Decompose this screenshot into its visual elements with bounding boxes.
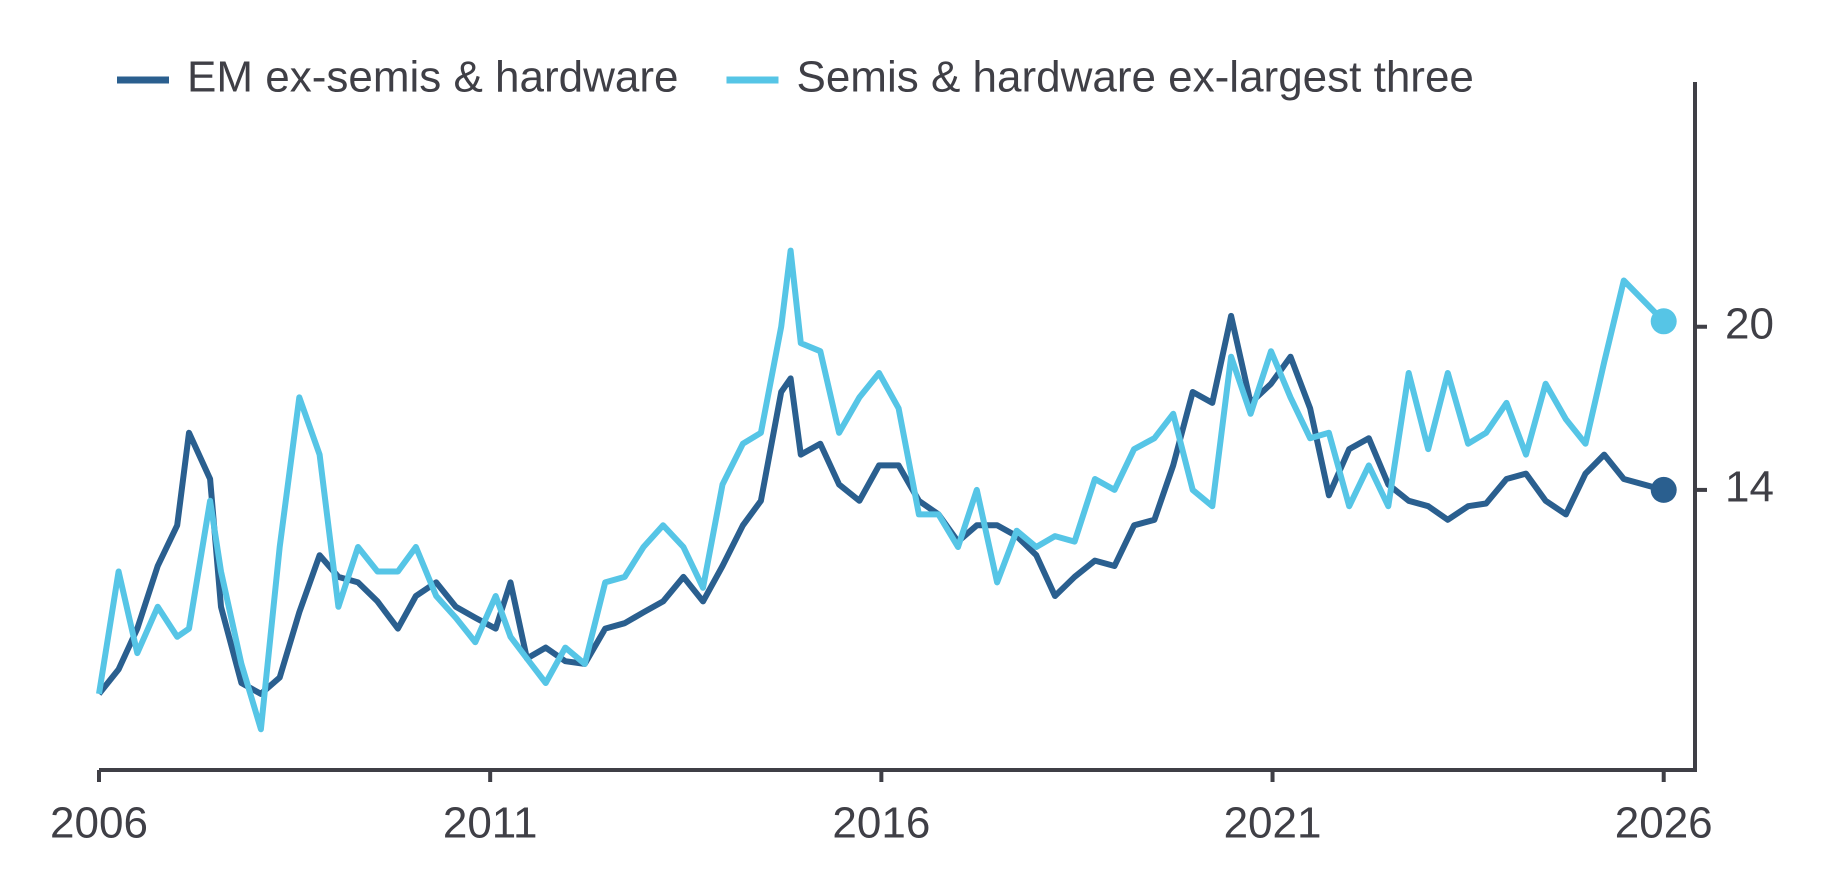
legend-label: EM ex-semis & hardware — [187, 53, 678, 102]
y-tick-label: 14 — [1725, 463, 1774, 512]
legend-label: Semis & hardware ex-largest three — [796, 53, 1473, 102]
x-tick-label: 2006 — [50, 799, 148, 848]
x-tick-label: 2016 — [832, 799, 930, 848]
series-line — [96, 247, 1666, 733]
x-tick-label: 2011 — [443, 799, 538, 848]
y-tick-label: 20 — [1725, 299, 1774, 348]
end-marker — [1650, 476, 1677, 503]
end-marker — [1650, 308, 1677, 335]
x-tick-label: 2026 — [1615, 799, 1713, 848]
x-tick-label: 2021 — [1224, 799, 1322, 848]
